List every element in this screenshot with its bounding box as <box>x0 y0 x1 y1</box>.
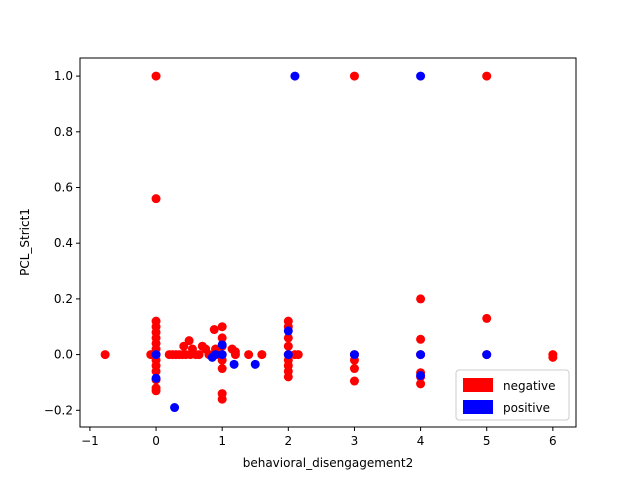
data-point-positive <box>250 359 260 369</box>
data-point-negative <box>349 376 359 386</box>
data-point-negative <box>349 364 359 374</box>
y-tick-label: 0.6 <box>54 180 73 194</box>
data-point-negative <box>349 71 359 81</box>
legend-label-positive: positive <box>503 401 550 415</box>
data-point-negative <box>151 386 161 396</box>
x-tick-label: 2 <box>284 434 292 448</box>
data-point-negative <box>283 341 293 351</box>
data-point-negative <box>151 194 161 204</box>
data-point-negative <box>283 333 293 343</box>
data-point-negative <box>416 294 426 304</box>
legend: negative positive <box>455 369 570 421</box>
data-points <box>100 71 558 413</box>
legend-swatch-negative <box>463 378 493 392</box>
data-point-negative <box>482 313 492 323</box>
data-point-negative <box>548 352 558 362</box>
data-point-negative <box>283 372 293 382</box>
data-point-negative <box>217 364 227 374</box>
data-point-negative <box>230 350 240 360</box>
axes <box>79 57 577 428</box>
y-tick-label: 0.8 <box>54 125 73 139</box>
data-point-positive <box>416 370 426 380</box>
y-tick-label: 0.0 <box>54 348 73 362</box>
legend-swatch-positive <box>463 400 493 414</box>
x-axis-label: behavioral_disengagement2 <box>243 456 414 470</box>
data-point-negative <box>151 366 161 376</box>
y-axis-ticks: −0.2 0.0 0.2 0.4 0.6 0.8 1.0 <box>44 69 80 417</box>
data-point-negative <box>416 334 426 344</box>
y-axis-label: PCL_Strict1 <box>18 208 32 276</box>
data-point-positive <box>416 71 426 81</box>
data-point-negative <box>217 333 227 343</box>
data-point-negative <box>217 322 227 332</box>
y-tick-label: −0.2 <box>44 403 73 417</box>
x-tick-label: 4 <box>417 434 425 448</box>
y-tick-label: 0.4 <box>54 236 73 250</box>
x-tick-label: −1 <box>81 434 99 448</box>
y-tick-label: 0.2 <box>54 292 73 306</box>
data-point-negative <box>151 71 161 81</box>
legend-label-negative: negative <box>503 379 555 393</box>
x-tick-label: 3 <box>351 434 359 448</box>
data-point-positive <box>482 350 492 360</box>
data-point-positive <box>170 403 180 413</box>
x-tick-label: 5 <box>483 434 491 448</box>
data-point-negative <box>209 325 219 335</box>
data-point-positive <box>229 359 239 369</box>
data-point-negative <box>184 336 194 346</box>
data-point-positive <box>217 340 227 350</box>
data-point-positive <box>416 350 426 360</box>
data-point-positive <box>283 326 293 336</box>
data-point-positive <box>151 373 161 383</box>
data-point-positive <box>349 350 359 360</box>
data-point-negative <box>217 394 227 404</box>
x-tick-label: 0 <box>152 434 160 448</box>
x-tick-label: 1 <box>218 434 226 448</box>
data-point-positive <box>217 350 227 360</box>
data-point-negative <box>257 350 267 360</box>
data-point-positive <box>290 71 300 81</box>
data-point-negative <box>179 341 189 351</box>
x-tick-label: 6 <box>549 434 557 448</box>
data-point-negative <box>482 71 492 81</box>
x-axis-ticks: −1 0 1 2 3 4 5 6 <box>81 427 557 448</box>
data-point-negative <box>416 379 426 389</box>
data-point-negative <box>100 350 110 360</box>
data-point-positive <box>211 350 221 360</box>
data-point-negative <box>194 350 204 360</box>
data-point-negative <box>244 350 254 360</box>
data-point-positive <box>283 350 293 360</box>
plot-frame <box>79 57 577 428</box>
data-point-negative <box>293 350 303 360</box>
y-tick-label: 1.0 <box>54 69 73 83</box>
data-point-positive <box>151 350 161 360</box>
